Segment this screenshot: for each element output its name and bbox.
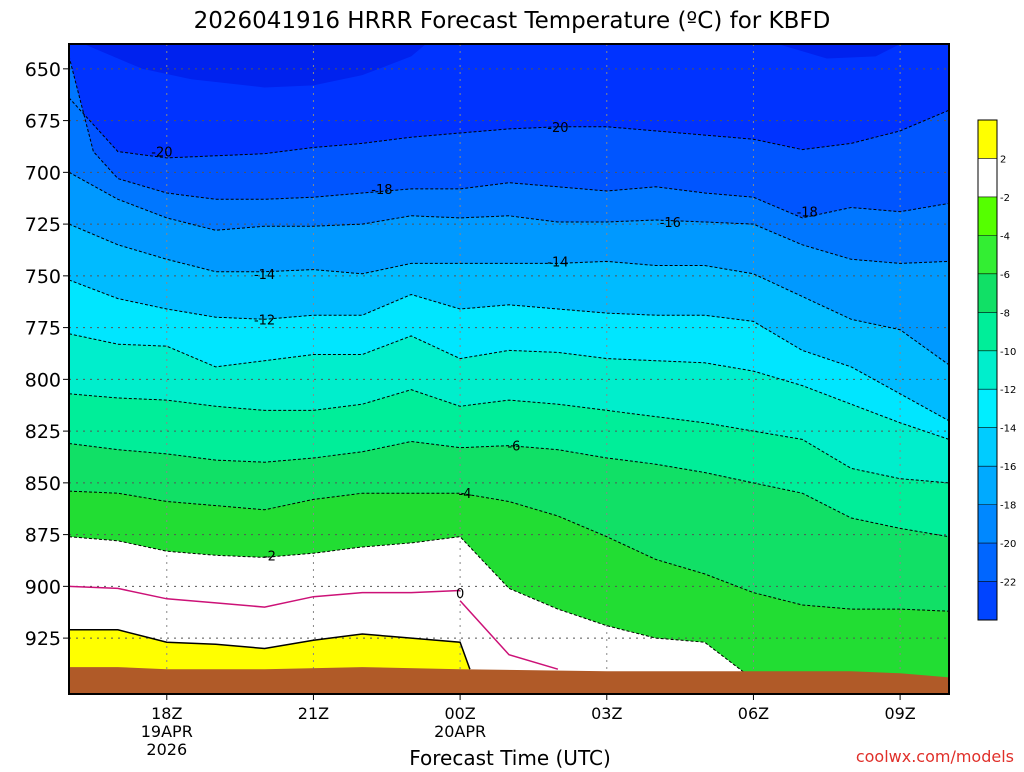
x-tick-label: 00Z: [444, 704, 475, 723]
colorbar-label: -8: [1000, 308, 1010, 319]
terrain-fill: [69, 667, 949, 694]
colorbar-label: -20: [1000, 539, 1016, 550]
colorbar-label: -12: [1000, 385, 1016, 396]
contour-line: [69, 440, 949, 538]
plot-area: -20-20-18-18-16-14-14-12-6-4-20: [68, 43, 950, 695]
contour-label: -12: [254, 313, 275, 328]
colorbar-swatch: [978, 427, 997, 467]
y-tick-label: 775: [25, 318, 61, 340]
zero-line: [69, 585, 461, 608]
colorbar-swatch: [978, 158, 997, 197]
contour-line: [69, 333, 949, 440]
zero-line-tail: [459, 600, 559, 670]
colorbar-swatch: [978, 273, 997, 313]
chart-title: 2026041916 HRRR Forecast Temperature (ºC…: [194, 8, 831, 34]
y-tick-label: 750: [25, 266, 61, 288]
colorbar: 2 -2 -4 -6 -8 -10 -12 -14 -16 -18 -20 -22: [977, 119, 1016, 621]
contour-label: -18: [371, 183, 392, 198]
colorbar-label: -14: [1000, 424, 1016, 435]
contour-line: [69, 536, 754, 680]
contour-label: -18: [797, 206, 818, 221]
colorbar-label: -4: [1000, 231, 1010, 242]
y-tick-label: 925: [25, 628, 61, 650]
colorbar-swatch: [978, 350, 997, 390]
x-tick-label: 03Z: [591, 704, 622, 723]
contour-line: [69, 490, 949, 612]
contour-label: -14: [547, 255, 568, 270]
colorbar-label: -22: [1000, 578, 1016, 589]
band-cold-pocket: [777, 44, 901, 59]
contour-line: [69, 279, 949, 422]
band-cold-pocket: [83, 44, 426, 88]
colorbar-swatch: [978, 196, 997, 236]
y-tick-label: 650: [25, 59, 61, 81]
contour-label: -14: [254, 268, 275, 283]
contour-labels: -20-20-18-18-16-14-14-12-6-4-20: [151, 121, 818, 602]
x-tick-label: 2026: [146, 740, 187, 759]
colorbar-label: 2: [1000, 154, 1006, 165]
colorbar-label: -6: [1000, 270, 1010, 281]
colorbar-swatch: [978, 466, 997, 505]
y-tick-label: 825: [25, 421, 61, 443]
contour-label: -6: [507, 440, 520, 455]
colorbar-frame: [977, 119, 998, 621]
colorbar-swatch: [978, 543, 997, 582]
contour-label: -2: [263, 549, 276, 564]
colorbar-swatch: [978, 312, 997, 351]
colorbar-swatch: [978, 581, 997, 620]
colorbar-label: -2: [1000, 193, 1010, 204]
y-tick-label: 875: [25, 525, 61, 547]
x-tick-label: 18Z: [151, 704, 182, 723]
y-tick-label: 900: [25, 576, 61, 598]
colorbar-label: -10: [1000, 347, 1016, 358]
x-tick-label: 20APR: [434, 722, 486, 741]
colorbar-swatch: [978, 235, 997, 274]
zero-line-label: 0: [456, 587, 464, 602]
y-tick-label: 700: [25, 162, 61, 184]
x-tick-label: 21Z: [298, 704, 329, 723]
contour-line: [69, 171, 949, 264]
contour-line: [69, 389, 949, 484]
x-tick-label: 19APR: [141, 722, 193, 741]
colorbar-swatch: [978, 120, 997, 159]
colorbar-label: -18: [1000, 501, 1016, 512]
colorbar-swatch: [978, 504, 997, 544]
contour-label: -4: [459, 487, 472, 502]
axes: 650 675 700 725 750 775 800 825 850 875 900 925 18Z1…: [25, 59, 916, 759]
x-tick-label: 06Z: [738, 704, 769, 723]
x-tick-label: 09Z: [884, 704, 915, 723]
plot-frame: [68, 43, 950, 695]
colorbar-label: -16: [1000, 462, 1016, 473]
contour-lines: [69, 56, 949, 680]
contour-label: -20: [151, 146, 172, 161]
colorbar-swatch: [978, 389, 997, 428]
y-tick-label: 800: [25, 369, 61, 391]
y-tick-label: 675: [25, 111, 61, 133]
contour-label: -16: [660, 216, 681, 231]
contour-line: [69, 97, 949, 159]
plot-clip-group: -20-20-18-18-16-14-14-12-6-4-20: [69, 44, 949, 694]
credit-text: coolwx.com/models: [856, 747, 1014, 766]
y-tick-label: 850: [25, 473, 61, 495]
y-tick-label: 725: [25, 214, 61, 236]
contour-label: -20: [547, 121, 568, 136]
contour-line-plus2: [69, 629, 471, 670]
x-axis-label: Forecast Time (UTC): [409, 746, 611, 768]
